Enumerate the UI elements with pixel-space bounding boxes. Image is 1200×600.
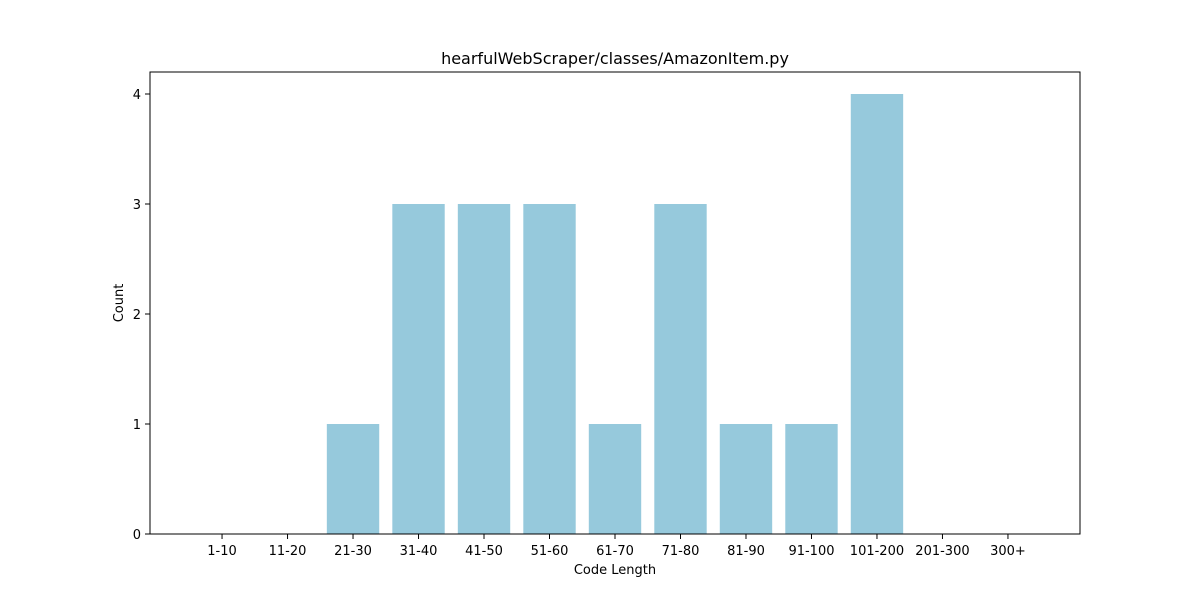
- y-tick-label: 0: [133, 528, 141, 543]
- x-tick-label: 300+: [990, 544, 1026, 559]
- x-tick-label: 71-80: [662, 544, 700, 559]
- y-axis: 0 1 2 3 4: [133, 88, 150, 543]
- x-tick-label: 21-30: [334, 544, 372, 559]
- x-tick-label: 91-100: [788, 544, 834, 559]
- y-tick-label: 3: [133, 198, 141, 213]
- x-tick-label: 11-20: [269, 544, 307, 559]
- bar-91-100: [785, 424, 838, 534]
- bar-61-70: [588, 424, 642, 534]
- y-tick-label: 1: [133, 418, 141, 433]
- x-tick-label: 41-50: [465, 544, 503, 559]
- x-axis-label: Code Length: [574, 563, 656, 578]
- x-tick-label: 51-60: [531, 544, 569, 559]
- y-tick-label: 4: [133, 88, 141, 103]
- bar-71-80: [654, 204, 707, 534]
- x-tick-label: 81-90: [727, 544, 765, 559]
- y-axis-label: Count: [112, 284, 127, 323]
- bar-81-90: [719, 424, 773, 534]
- bar-101-200: [850, 94, 904, 534]
- bars-group: [326, 94, 904, 534]
- x-axis: 1-10 11-20 21-30 31-40 41-50 51-60 61-70 71-80 8…: [207, 534, 1026, 559]
- x-tick-label: 61-70: [596, 544, 634, 559]
- x-tick-label: 31-40: [400, 544, 438, 559]
- bar-21-30: [326, 424, 380, 534]
- bar-51-60: [523, 204, 576, 534]
- x-tick-label: 201-300: [915, 544, 969, 559]
- bar-31-40: [392, 204, 445, 534]
- x-tick-label: 101-200: [850, 544, 904, 559]
- chart-title: hearfulWebScraper/classes/AmazonItem.py: [441, 49, 789, 68]
- bar-41-50: [457, 204, 511, 534]
- x-tick-label: 1-10: [207, 544, 237, 559]
- y-tick-label: 2: [133, 308, 141, 323]
